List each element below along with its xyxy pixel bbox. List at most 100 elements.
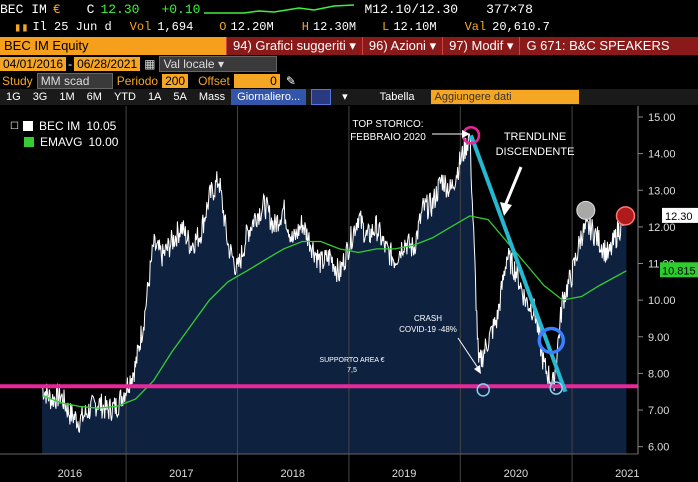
trendline [469, 134, 568, 393]
y-tick-label: 10.00 [648, 295, 676, 307]
last-price-label: 12.30 [665, 211, 693, 223]
y-tick-label: 14.00 [648, 149, 676, 161]
legend: ☐ BEC IM 10.05 EMAVG 10.00 [10, 118, 118, 150]
x-tick-label: 2021 [615, 468, 639, 480]
annotation-trend-line1: TRENDLINE [504, 131, 566, 143]
annotation-support-line2: 7,5 [347, 367, 357, 374]
ema-label-box [660, 262, 698, 278]
volume: 1,694 [157, 20, 194, 34]
change: +0.10 [161, 1, 201, 17]
trend-arrow [503, 166, 523, 207]
support-touch-marker [549, 381, 563, 395]
price-line [41, 133, 627, 433]
top-arrow-head [462, 130, 470, 138]
legend-price-value: 10.05 [86, 119, 117, 133]
range-separator: - [68, 57, 73, 71]
menu-actions[interactable]: 96) Azioni ▾ [361, 37, 442, 55]
currency-select-label: Val locale [163, 57, 215, 71]
x-tick-label: 2016 [58, 468, 82, 480]
annotation-support-line1: SUPPORTO AREA € [319, 357, 384, 364]
table-button[interactable]: Tabella [379, 91, 415, 103]
y-tick-label: 8.00 [648, 368, 669, 380]
period-button-5a[interactable]: 5A [173, 91, 187, 103]
size: 377×78 [486, 1, 533, 17]
ema-label: 10.815 [662, 265, 696, 277]
offset-label: Offset [198, 74, 230, 88]
val-label: Val [464, 20, 487, 34]
trend-arrow-head [500, 202, 512, 216]
high: 12.30M [312, 20, 357, 34]
period-button-3g[interactable]: 3G [32, 91, 48, 103]
period-label: Periodo [116, 74, 159, 88]
low-label: L [382, 20, 390, 34]
annotation-trend-line2: DISCENDENTE [496, 146, 575, 158]
period-button-1a[interactable]: 1A [147, 91, 162, 103]
y-tick-label: 15.00 [648, 112, 676, 124]
offset-input[interactable]: 0 [233, 74, 280, 88]
support-touch-marker [476, 383, 490, 397]
y-axis-background [638, 106, 698, 482]
period-button-1m[interactable]: 1M [59, 91, 75, 103]
menu-suggested-charts-label: 94) Grafici suggeriti [233, 38, 346, 53]
study-select[interactable]: MM scad [36, 73, 113, 89]
annotation-top-line1: TOP STORICO: [352, 119, 423, 130]
last-price-box [662, 207, 698, 223]
currency-select[interactable]: Val locale ▾ [159, 56, 278, 72]
menu-chart-page[interactable]: G 671: B&C SPEAKERS [519, 37, 675, 55]
high-label: H [301, 20, 309, 34]
more-icon[interactable]: ▾ [342, 91, 348, 103]
breakout-marker [537, 326, 566, 355]
legend-ema-name: EMAVG [40, 135, 83, 149]
legend-ema-swatch [24, 137, 34, 147]
checkbox-icon: ☐ [10, 120, 19, 132]
x-tick-label: 2017 [169, 468, 193, 480]
period-button-6m[interactable]: 6M [86, 91, 102, 103]
menu-actions-label: 96) Azioni [368, 38, 426, 53]
crash-arrow [457, 337, 479, 369]
y-tick-label: 12.00 [648, 222, 676, 234]
bid-ask: M12.10/12.30 [364, 1, 459, 17]
period-input[interactable]: 200 [162, 74, 189, 88]
open-label: O [219, 20, 227, 34]
last-label: C [86, 1, 95, 17]
vol-label: Vol [129, 20, 152, 34]
red-marker [615, 206, 636, 226]
x-tick-label: 2018 [281, 468, 305, 480]
end-date-input[interactable]: 06/28/2021 [74, 57, 141, 71]
pencil-icon[interactable]: ✎ [285, 74, 296, 88]
legend-price[interactable]: ☐ BEC IM 10.05 [10, 118, 118, 134]
crash-arrow-head [474, 365, 481, 374]
low: 12.10M [393, 20, 437, 34]
open: 12.20M [230, 20, 274, 34]
y-tick-label: 7.00 [648, 405, 669, 417]
start-date-input[interactable]: 04/01/2016 [0, 57, 67, 71]
menu-edit-label: 97) Modif [449, 38, 504, 53]
annotation-top-line2: FEBBRAIO 2020 [350, 132, 426, 143]
calendar-icon[interactable]: ▦ [144, 57, 156, 71]
security-title[interactable]: BEC IM Equity [0, 37, 226, 55]
ema-line [41, 215, 627, 409]
ticker: BEC IM [0, 1, 47, 17]
last-price: 12.30 [100, 1, 140, 17]
add-data-input[interactable]: Aggiungere dati [430, 90, 579, 104]
sparkline-icon [204, 4, 355, 14]
legend-ema-value: 10.00 [88, 135, 119, 149]
menu-edit[interactable]: 97) Modif ▾ [442, 37, 519, 55]
period-button-1g[interactable]: 1G [6, 91, 21, 103]
legend-price-name: BEC IM [38, 119, 81, 133]
period-buttons: 1G 3G 1M 6M YTD 1A 5A Mass [0, 89, 231, 105]
value-traded: 20,610.7 [492, 20, 550, 34]
y-tick-label: 6.00 [648, 442, 669, 454]
study-label: Study [2, 74, 33, 88]
menu-suggested-charts[interactable]: 94) Grafici suggeriti ▾ [226, 37, 362, 55]
frequency-select[interactable]: Giornaliero... [231, 89, 307, 105]
price-area [42, 133, 627, 454]
pause-icon: ▮▮ [14, 20, 29, 35]
period-button-ytd[interactable]: YTD [113, 91, 136, 103]
y-tick-label: 9.00 [648, 332, 669, 344]
period-button-mass[interactable]: Mass [198, 91, 226, 103]
line-chart-icon[interactable] [311, 89, 332, 105]
price-chart: 15.0014.0013.0012.0011.0010.009.008.007.… [0, 106, 698, 482]
y-tick-label: 13.00 [648, 185, 676, 197]
legend-ema[interactable]: EMAVG 10.00 [24, 134, 118, 150]
